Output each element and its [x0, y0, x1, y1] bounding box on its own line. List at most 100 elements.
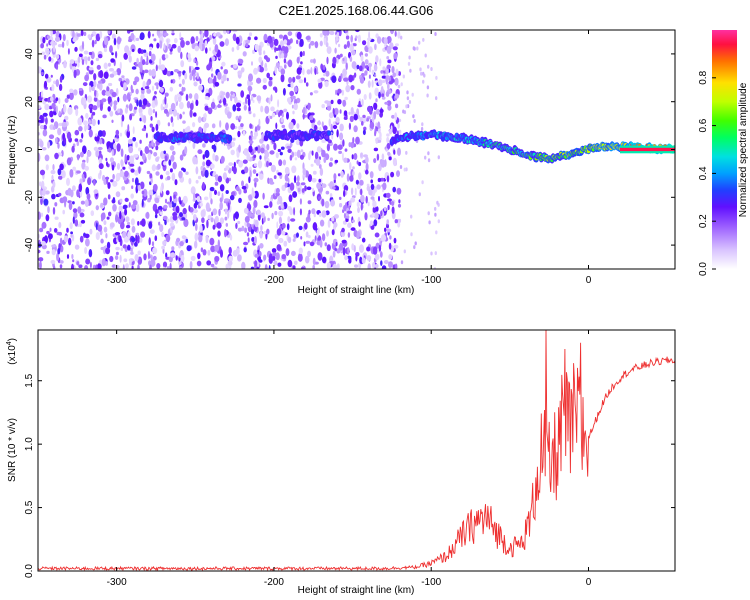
snr-x-axis-label: Height of straight line (km) — [298, 585, 415, 596]
noise-blob — [243, 241, 249, 246]
noise-blob — [109, 255, 114, 263]
noise-blob — [281, 113, 284, 118]
noise-blob — [430, 251, 433, 256]
noise-blob — [221, 77, 224, 82]
noise-blob — [116, 143, 121, 152]
noise-blob — [349, 162, 352, 171]
noise-blob — [375, 137, 378, 144]
noise-blob — [217, 191, 221, 197]
noise-blob — [235, 185, 240, 192]
noise-blob — [338, 150, 342, 154]
noise-blob — [358, 262, 362, 269]
noise-blob — [214, 244, 220, 252]
noise-blob — [47, 233, 53, 240]
noise-blob — [205, 159, 211, 167]
noise-blob — [232, 30, 238, 33]
noise-blob — [293, 207, 296, 216]
noise-blob — [353, 125, 358, 133]
noise-blob — [358, 161, 362, 167]
noise-blob — [400, 35, 403, 40]
noise-blob — [63, 137, 67, 145]
noise-blob — [204, 122, 210, 128]
noise-blob — [134, 254, 139, 262]
noise-blob — [345, 35, 350, 40]
noise-blob — [342, 68, 348, 77]
noise-blob — [253, 177, 259, 183]
noise-blob — [154, 235, 158, 242]
noise-blob — [289, 154, 293, 161]
noise-blob — [92, 264, 96, 269]
noise-blob — [139, 237, 143, 243]
noise-blob — [352, 137, 355, 144]
noise-blob — [276, 244, 282, 251]
noise-blob — [226, 106, 230, 111]
noise-blob — [155, 145, 159, 151]
noise-blob — [103, 71, 109, 79]
noise-blob — [166, 70, 172, 77]
noise-blob — [119, 254, 122, 263]
noise-blob — [228, 177, 232, 182]
noise-blob — [387, 59, 392, 64]
noise-blob — [358, 100, 361, 107]
noise-blob — [307, 250, 311, 257]
noise-blob — [108, 82, 113, 87]
noise-blob — [221, 61, 226, 67]
noise-blob — [318, 178, 322, 183]
noise-blob — [55, 36, 60, 42]
noise-blob — [38, 105, 41, 109]
noise-blob — [325, 42, 329, 48]
noise-blob — [245, 97, 248, 105]
noise-blob — [119, 211, 122, 220]
y-tick-label: -20 — [24, 190, 35, 205]
noise-blob — [70, 189, 74, 198]
noise-blob — [400, 82, 403, 87]
noise-blob — [126, 50, 132, 56]
noise-blob — [100, 238, 104, 244]
noise-blob — [214, 44, 219, 53]
noise-blob — [260, 212, 265, 219]
noise-blob — [179, 200, 182, 205]
noise-blob — [48, 134, 55, 139]
noise-blob — [317, 121, 322, 126]
noise-blob — [215, 32, 221, 37]
noise-blob — [202, 181, 205, 190]
noise-blob — [90, 210, 95, 217]
noise-blob — [251, 237, 255, 242]
noise-blob — [314, 68, 317, 75]
noise-blob — [409, 68, 412, 73]
noise-blob — [302, 68, 305, 76]
noise-blob — [204, 96, 209, 100]
noise-blob — [293, 103, 298, 111]
noise-blob — [336, 186, 339, 191]
noise-blob — [337, 173, 341, 177]
noise-blob — [107, 96, 112, 103]
noise-blob — [303, 77, 307, 84]
noise-blob — [355, 35, 358, 39]
noise-blob — [166, 266, 170, 269]
noise-blob — [286, 111, 289, 120]
noise-blob — [187, 52, 191, 59]
noise-blob — [392, 72, 397, 78]
noise-blob — [341, 227, 345, 233]
noise-blob — [122, 264, 125, 269]
noise-blob — [225, 263, 229, 269]
noise-blob — [365, 169, 369, 175]
noise-blob — [110, 58, 115, 63]
noise-blob — [193, 58, 196, 63]
noise-blob — [198, 42, 202, 49]
noise-blob — [85, 186, 90, 195]
noise-blob — [271, 248, 277, 253]
noise-blob — [248, 194, 253, 201]
noise-blob — [220, 155, 225, 164]
noise-blob — [106, 216, 110, 220]
noise-blob — [259, 155, 262, 160]
noise-blob — [58, 83, 63, 91]
noise-blob — [299, 198, 302, 205]
noise-blob — [170, 71, 174, 76]
noise-blob — [135, 141, 138, 148]
noise-blob — [171, 30, 175, 34]
noise-blob — [421, 180, 424, 185]
noise-blob — [224, 38, 229, 46]
noise-blob — [214, 255, 220, 262]
noise-blob — [109, 222, 115, 228]
